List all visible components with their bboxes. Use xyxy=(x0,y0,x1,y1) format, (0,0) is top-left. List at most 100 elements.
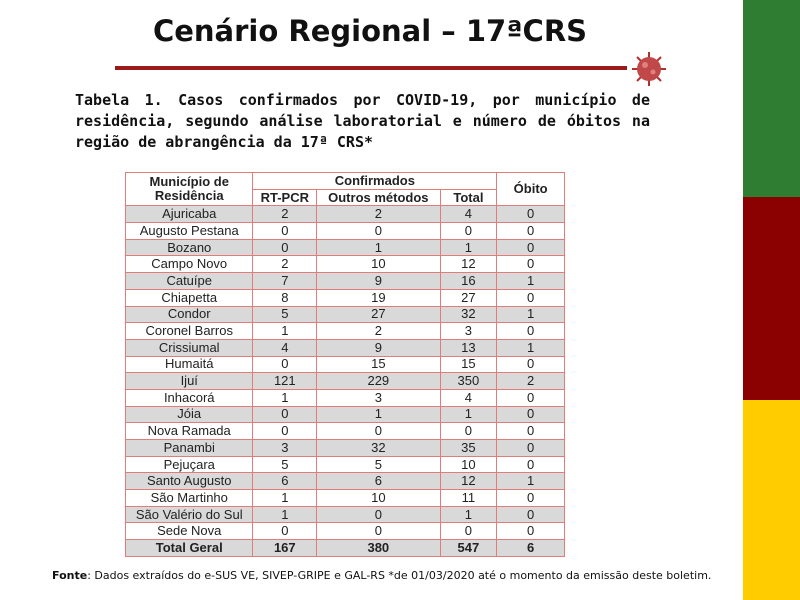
source-text: : Dados extraídos do e-SUS VE, SIVEP-GRI… xyxy=(87,569,712,582)
total-cell: 12 xyxy=(439,472,498,491)
total-cell: 4 xyxy=(439,205,498,224)
rt-pcr-cell: 0 xyxy=(252,238,318,257)
other-methods-cell: 0 xyxy=(316,422,441,440)
deaths-cell: 0 xyxy=(496,405,565,424)
rt-pcr-cell: 167 xyxy=(252,539,318,557)
municipality-cell: Coronel Barros xyxy=(124,322,254,340)
table-row: Crissiumal 4 9 13 1 xyxy=(124,338,565,357)
rt-pcr-cell: 0 xyxy=(252,222,318,240)
rt-pcr-cell: 0 xyxy=(252,522,318,541)
rt-pcr-cell: 8 xyxy=(252,288,318,307)
municipality-cell: São Valério do Sul xyxy=(124,505,254,524)
municipality-cell: Chiapetta xyxy=(124,288,254,307)
municipality-cell: Total Geral xyxy=(124,539,254,557)
other-methods-cell: 27 xyxy=(316,305,441,324)
total-cell: 0 xyxy=(439,522,498,541)
total-cell: 1 xyxy=(439,505,498,524)
deaths-cell: 0 xyxy=(496,422,565,440)
rt-pcr-cell: 7 xyxy=(252,272,318,290)
total-cell: 547 xyxy=(439,539,498,557)
total-cell: 4 xyxy=(439,388,498,407)
other-methods-cell: 9 xyxy=(316,272,441,290)
cases-table: Município de Residência Confirmados Óbit… xyxy=(124,171,565,557)
deaths-cell: 0 xyxy=(496,255,565,274)
deaths-cell: 0 xyxy=(496,288,565,307)
source-label: Fonte xyxy=(52,569,88,582)
deaths-cell: 0 xyxy=(496,205,565,224)
other-methods-cell: 380 xyxy=(316,539,441,557)
table-row: Panambi 3 32 35 0 xyxy=(124,439,565,457)
total-cell: 16 xyxy=(439,272,498,290)
deaths-cell: 0 xyxy=(496,388,565,407)
table-row: Ijuí 121 229 350 2 xyxy=(124,372,565,390)
header-deaths: Óbito xyxy=(496,171,565,207)
table-caption: Tabela 1. Casos confirmados por COVID-19… xyxy=(75,91,650,151)
other-methods-cell: 5 xyxy=(316,455,441,474)
total-cell: 35 xyxy=(439,439,498,457)
header-rtpcr: RT-PCR xyxy=(252,188,318,207)
table-row: Augusto Pestana 0 0 0 0 xyxy=(124,222,565,240)
rt-pcr-cell: 0 xyxy=(252,355,318,374)
rt-pcr-cell: 5 xyxy=(252,455,318,474)
deaths-cell: 0 xyxy=(496,222,565,240)
deaths-cell: 0 xyxy=(496,455,565,474)
other-methods-cell: 10 xyxy=(316,255,441,274)
municipality-cell: Bozano xyxy=(124,238,254,257)
other-methods-cell: 10 xyxy=(316,489,441,507)
title-rule xyxy=(115,66,627,70)
rt-pcr-cell: 121 xyxy=(252,372,318,390)
rt-pcr-cell: 6 xyxy=(252,472,318,491)
table-row: Ajuricaba 2 2 4 0 xyxy=(124,205,565,224)
total-cell: 11 xyxy=(439,489,498,507)
header-total: Total xyxy=(439,188,498,207)
rt-pcr-cell: 3 xyxy=(252,439,318,457)
table-body: Ajuricaba 2 2 4 0 Augusto Pestana 0 0 0 0 Bozano 0 1… xyxy=(124,205,565,557)
municipality-cell: Crissiumal xyxy=(124,338,254,357)
rt-pcr-cell: 5 xyxy=(252,305,318,324)
table-row: Sede Nova 0 0 0 0 xyxy=(124,522,565,541)
deaths-cell: 0 xyxy=(496,489,565,507)
deaths-cell: 0 xyxy=(496,355,565,374)
deaths-cell: 0 xyxy=(496,439,565,457)
table-row: Jóia 0 1 1 0 xyxy=(124,405,565,424)
municipality-cell: Nova Ramada xyxy=(124,422,254,440)
total-cell: 13 xyxy=(439,338,498,357)
other-methods-cell: 19 xyxy=(316,288,441,307)
municipality-cell: Campo Novo xyxy=(124,255,254,274)
red-stripe xyxy=(743,197,800,400)
other-methods-cell: 6 xyxy=(316,472,441,491)
municipality-cell: Augusto Pestana xyxy=(124,222,254,240)
municipality-cell: Sede Nova xyxy=(124,522,254,541)
yellow-stripe xyxy=(743,400,800,600)
other-methods-cell: 0 xyxy=(316,522,441,541)
total-cell: 3 xyxy=(439,322,498,340)
title: Cenário Regional – 17ªCRS xyxy=(152,14,588,48)
table-row: Campo Novo 2 10 12 0 xyxy=(124,255,565,274)
total-row: Total Geral 167 380 547 6 xyxy=(124,539,565,557)
total-cell: 1 xyxy=(439,238,498,257)
table-row: Nova Ramada 0 0 0 0 xyxy=(124,422,565,440)
table-row: Coronel Barros 1 2 3 0 xyxy=(124,322,565,340)
rt-pcr-cell: 1 xyxy=(252,505,318,524)
total-cell: 12 xyxy=(439,255,498,274)
municipality-cell: Ijuí xyxy=(124,372,254,390)
deaths-cell: 1 xyxy=(496,272,565,290)
municipality-cell: Santo Augusto xyxy=(124,472,254,491)
header-other: Outros métodos xyxy=(316,188,441,207)
municipality-cell: Catuípe xyxy=(124,272,254,290)
total-cell: 1 xyxy=(439,405,498,424)
other-methods-cell: 0 xyxy=(316,505,441,524)
table-row: Inhacorá 1 3 4 0 xyxy=(124,388,565,407)
deaths-cell: 0 xyxy=(496,238,565,257)
deaths-cell: 0 xyxy=(496,322,565,340)
total-cell: 0 xyxy=(439,222,498,240)
total-cell: 27 xyxy=(439,288,498,307)
other-methods-cell: 3 xyxy=(316,388,441,407)
table-row: Chiapetta 8 19 27 0 xyxy=(124,288,565,307)
table-row: Condor 5 27 32 1 xyxy=(124,305,565,324)
other-methods-cell: 1 xyxy=(316,238,441,257)
virus-icon xyxy=(632,52,666,86)
rt-pcr-cell: 2 xyxy=(252,255,318,274)
table-row: Bozano 0 1 1 0 xyxy=(124,238,565,257)
